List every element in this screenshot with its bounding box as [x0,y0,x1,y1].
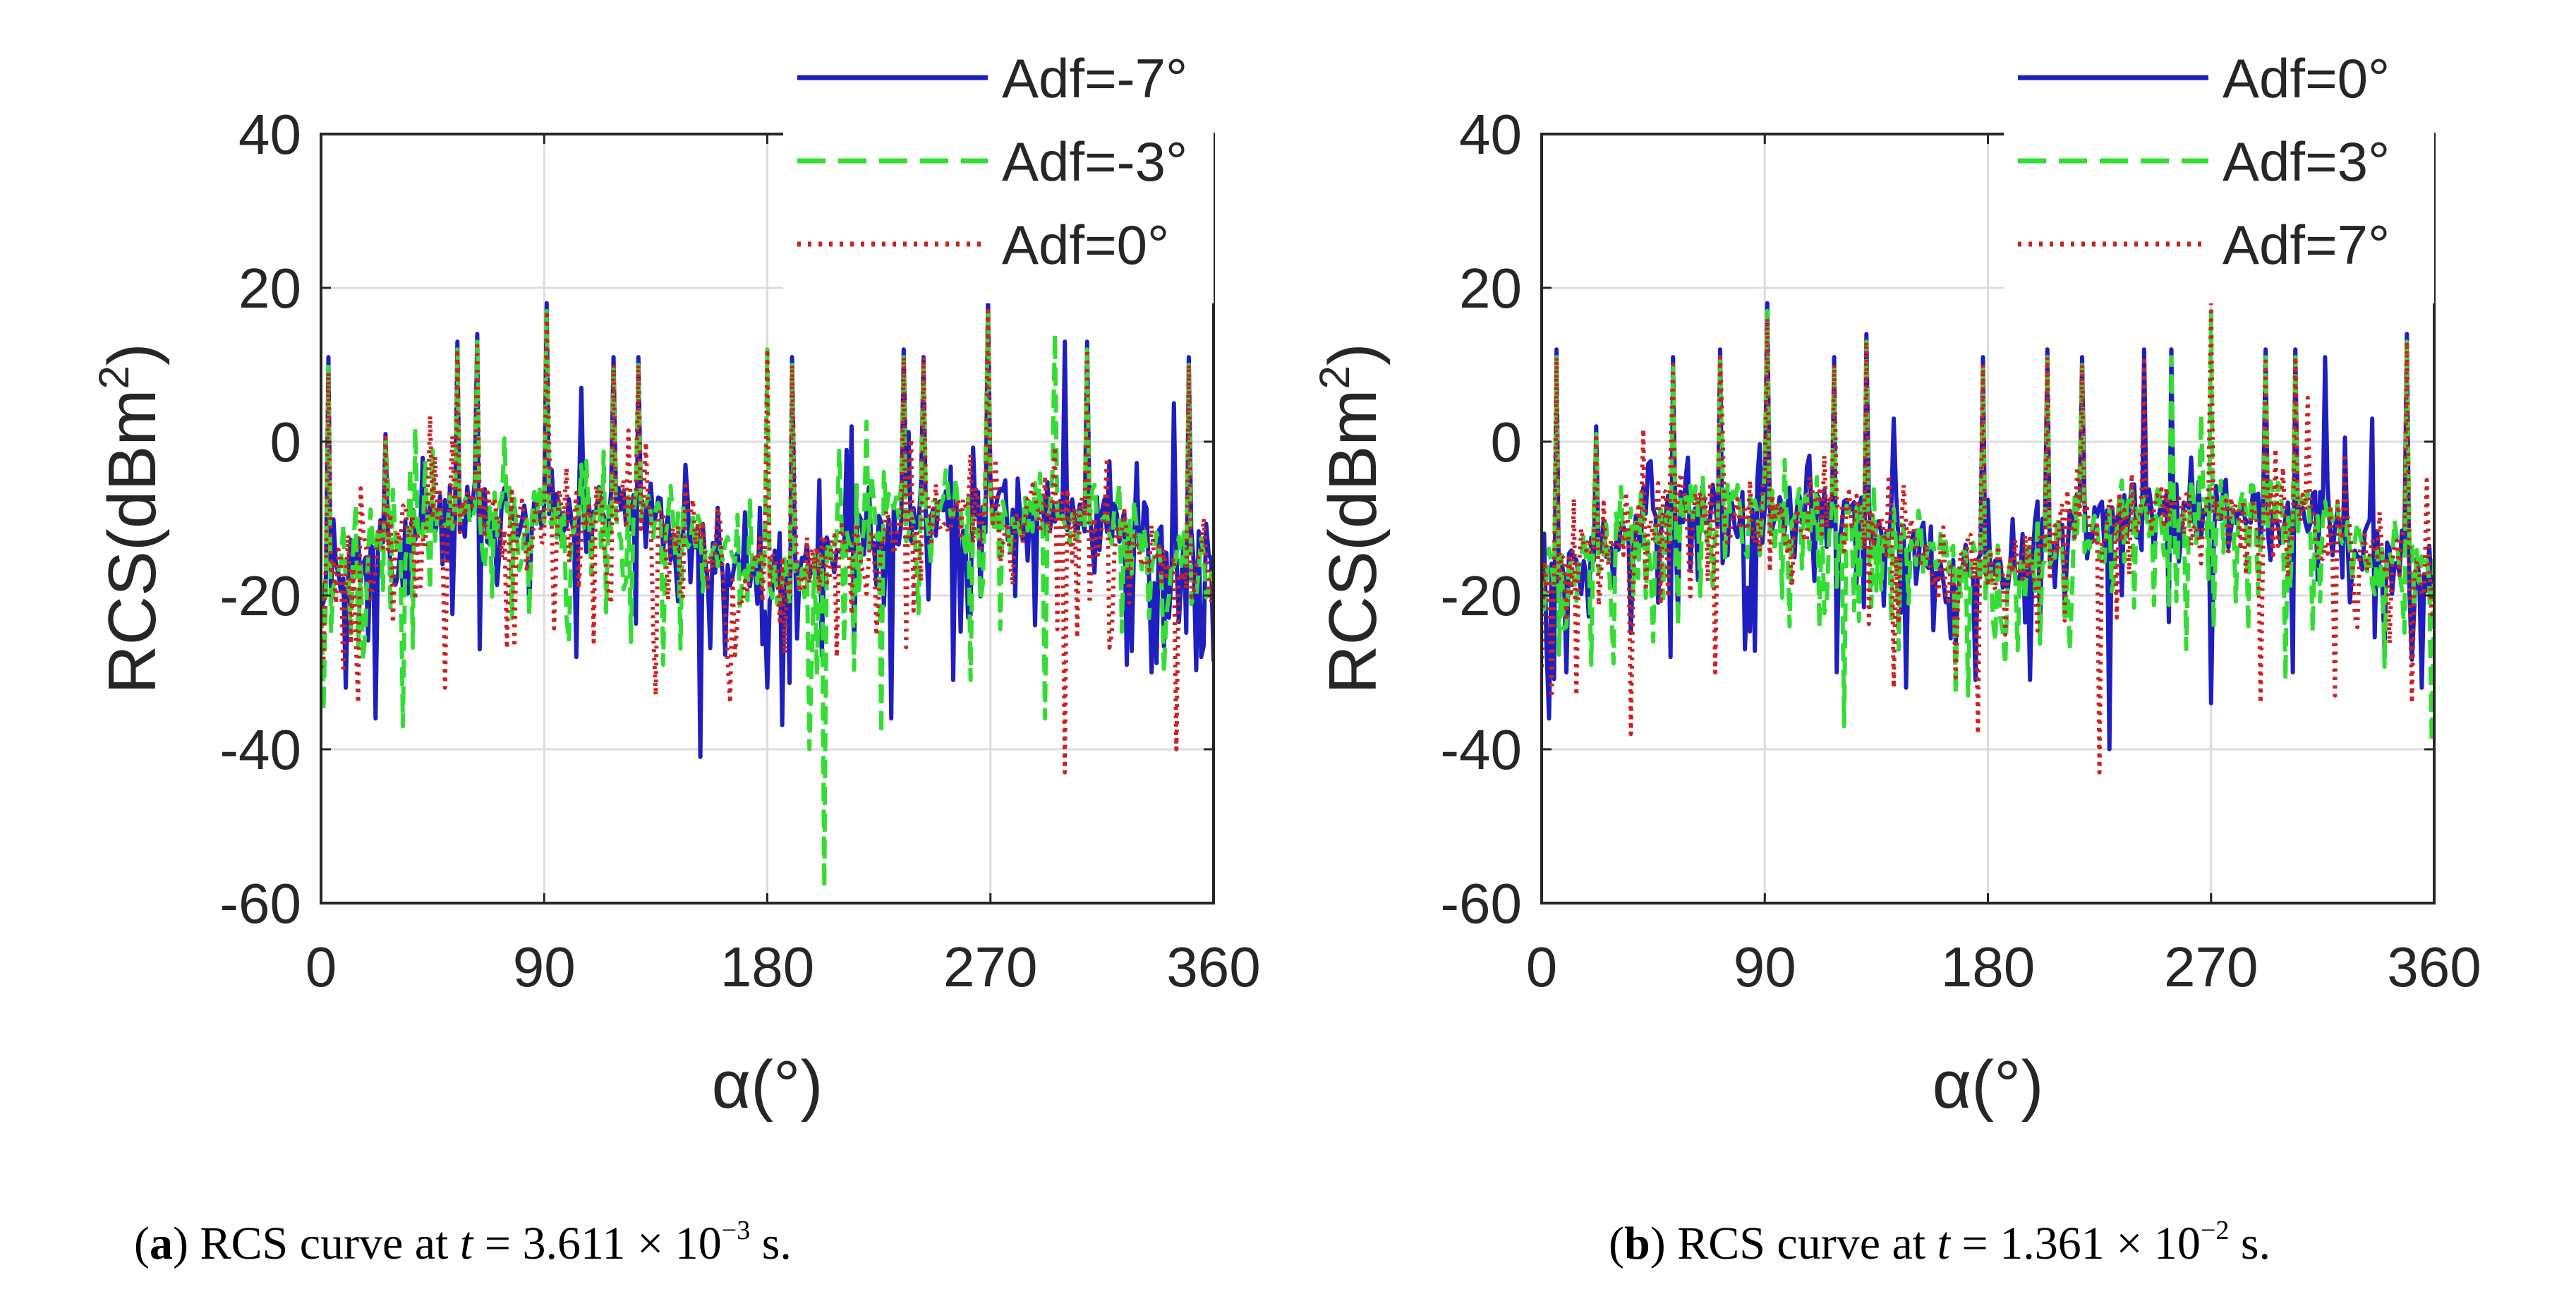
series-group [321,301,1214,890]
caption-a-value: = 3.611 × 10 [473,1218,722,1269]
y-tick-label: 40 [1459,103,1522,166]
y-axis-label-text: RCS(dBm [95,389,170,694]
series-line-1 [1542,301,2434,751]
caption-a-unit: s. [750,1218,792,1269]
caption-b-label: b [1623,1218,1650,1269]
x-tick-label: 270 [943,936,1037,998]
y-axis-label-exponent: 2 [90,365,138,389]
y-axis-label-close: ) [95,343,170,365]
y-tick-label: -40 [1440,718,1522,781]
x-axis-label: α(°) [712,1047,823,1123]
legend-label-2: Adf=3° [2223,131,2390,193]
y-axis-label: RCS(dBm2) [90,343,170,694]
y-axis-label: RCS(dBm2) [1311,343,1391,694]
x-tick-label: 0 [1526,936,1558,998]
x-tick-label: 360 [2387,936,2481,998]
caption-b-var: t [1937,1218,1950,1269]
caption-a-label: a [149,1218,173,1269]
x-tick-label: 360 [1166,936,1260,998]
caption-b-exponent: −2 [2200,1216,2230,1245]
series-line-2 [1542,308,2434,744]
series-line-3 [321,308,1214,775]
series-line-2 [321,308,1214,890]
y-tick-label: 0 [270,411,302,473]
caption-a-exponent: −3 [721,1216,751,1245]
y-tick-label: 20 [238,257,301,320]
series-line-3 [1542,301,2434,775]
x-axis-label: α(°) [1933,1047,2044,1123]
legend-label-2: Adf=-3° [1002,131,1187,193]
caption-b-unit: s. [2229,1218,2271,1269]
x-tick-label: 90 [1734,936,1796,998]
y-tick-label: 40 [238,103,301,166]
legend-label-1: Adf=0° [2223,47,2390,109]
legend-box [783,49,1214,303]
legend-box [2004,49,2434,303]
y-tick-label: -60 [219,872,301,935]
x-tick-label: 270 [2164,936,2258,998]
y-tick-label: -60 [1440,872,1522,935]
caption-b: (b) RCS curve at t = 1.361 × 10−2 s. [1609,1216,2271,1269]
x-tick-label: 90 [513,936,576,998]
y-tick-label: 0 [1491,411,1523,473]
caption-a: (a) RCS curve at t = 3.611 × 10−3 s. [134,1216,792,1269]
caption-a-var: t [459,1218,473,1269]
x-tick-label: 0 [306,936,337,998]
caption-b-value: = 1.361 × 10 [1949,1218,2201,1269]
y-tick-label: -20 [219,564,301,627]
series-group [1542,301,2434,775]
y-axis-label-close: ) [1315,343,1391,365]
y-axis-label-exponent: 2 [1311,365,1358,389]
caption-a-text: RCS curve at [188,1218,460,1269]
y-tick-label: 20 [1459,257,1522,320]
y-tick-label: -40 [219,718,301,781]
chart-a: 0 90 180 270 360 -60 -40 -20 0 20 40 α(°) RCS(dBm2) A… [90,47,1261,1123]
legend-label-3: Adf=7° [2223,214,2390,276]
x-tick-label: 180 [1941,936,2035,998]
y-tick-label: -20 [1440,564,1522,627]
legend-label-1: Adf=-7° [1002,47,1187,109]
chart-b: 0 90 180 270 360 -60 -40 -20 0 20 40 α(°) RCS(dBm2) A… [1311,47,2481,1123]
legend-label-3: Adf=0° [1002,214,1169,276]
caption-b-text: RCS curve at [1665,1218,1937,1269]
x-tick-label: 180 [720,936,814,998]
y-axis-label-text: RCS(dBm [1315,389,1391,694]
